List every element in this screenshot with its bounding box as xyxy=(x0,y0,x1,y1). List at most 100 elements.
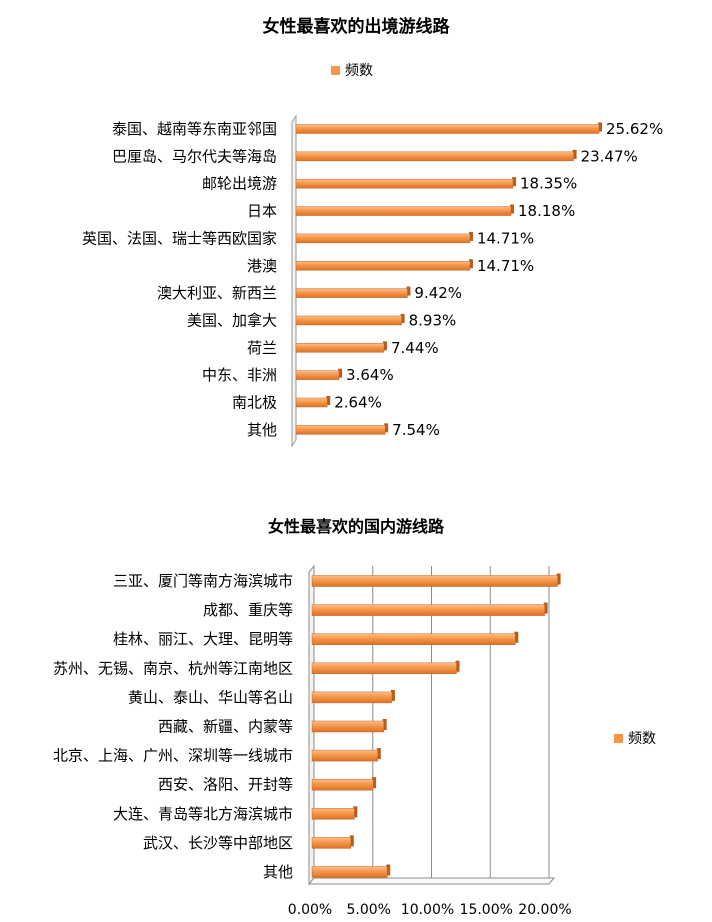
bar-cap xyxy=(338,368,343,378)
chart1-bar xyxy=(295,177,517,189)
chart2-category-label: 其他 xyxy=(263,863,293,881)
bar xyxy=(295,178,514,189)
bar xyxy=(311,575,558,587)
bar xyxy=(295,288,408,298)
bar xyxy=(295,425,386,435)
bar xyxy=(295,206,512,216)
legend-swatch xyxy=(614,733,623,743)
bar xyxy=(295,233,471,244)
bar-cap xyxy=(468,231,473,241)
chart2-bar xyxy=(311,748,381,762)
chart2-bar xyxy=(311,806,358,820)
bar-cap xyxy=(514,631,519,643)
chart1-bar xyxy=(295,368,343,380)
chart1-value-label: 25.62% xyxy=(606,120,663,138)
bar xyxy=(295,261,471,271)
bar xyxy=(311,749,379,762)
chart2-category-label: 北京、上海、广州、深圳等一线城市 xyxy=(53,747,293,765)
bar xyxy=(311,691,393,704)
chart2-category-label: 黄山、泰山、华山等名山 xyxy=(128,688,293,706)
chart1-value-label: 18.18% xyxy=(518,202,575,220)
bar xyxy=(311,720,384,733)
chart1-category-label: 其他 xyxy=(247,421,277,439)
chart1-value-label: 3.64% xyxy=(346,366,394,384)
chart2-category-label: 西藏、新疆、内蒙等 xyxy=(158,718,293,736)
chart1-category-label: 泰国、越南等东南亚邻国 xyxy=(112,120,277,138)
chart2-bar xyxy=(311,660,460,675)
bar-cap xyxy=(376,748,381,760)
bar-cap xyxy=(510,204,515,214)
bar-cap xyxy=(390,689,395,701)
bar-cap xyxy=(386,864,391,876)
bar xyxy=(295,124,600,134)
chart1-legend-label: 频数 xyxy=(345,63,373,79)
bar xyxy=(295,343,385,353)
chart2-tick-label: 10.00% xyxy=(401,902,454,918)
bar-cap xyxy=(468,259,473,269)
chart1-bar xyxy=(295,149,577,162)
bar-cap xyxy=(382,341,387,351)
chart1-bar xyxy=(295,122,602,134)
chart2-category-label: 武汉、长沙等中部地区 xyxy=(143,834,293,852)
chart1-bar xyxy=(295,423,389,435)
chart1-value-label: 14.71% xyxy=(477,229,534,247)
chart1-bar xyxy=(295,231,473,244)
chart1-bar xyxy=(295,341,387,353)
bar-cap xyxy=(556,573,561,585)
bar-cap xyxy=(543,602,548,614)
chart2-tick-label: 0.00% xyxy=(288,902,332,918)
chart2-category-label: 大连、青岛等北方海滨城市 xyxy=(113,805,293,823)
bar-cap xyxy=(326,396,331,405)
chart1-bar xyxy=(295,396,331,408)
chart1-category-label: 中东、非洲 xyxy=(202,366,277,384)
chart1-value-label: 14.71% xyxy=(477,257,534,275)
bar xyxy=(311,808,355,820)
bar-cap xyxy=(353,806,358,818)
chart2-bar xyxy=(311,689,395,704)
bar xyxy=(295,397,328,408)
bar-cap xyxy=(382,719,387,730)
chart1-bar xyxy=(295,286,411,298)
bar-cap xyxy=(572,149,577,159)
bar xyxy=(311,778,374,791)
chart1-value-label: 7.54% xyxy=(392,421,440,439)
chart1-bar xyxy=(295,204,515,216)
bar xyxy=(311,604,545,616)
chart2-bar xyxy=(311,573,561,587)
chart2-category-label: 成都、重庆等 xyxy=(203,601,293,619)
bar-cap xyxy=(400,313,405,323)
bar xyxy=(311,662,457,675)
bar xyxy=(311,866,388,878)
chart2-title: 女性最喜欢的国内游线路 xyxy=(267,517,444,536)
chart1-legend: 频数 xyxy=(331,60,373,80)
chart2-legend: 频数 xyxy=(614,728,656,748)
chart1-value-label: 8.93% xyxy=(409,311,457,329)
bar xyxy=(295,151,574,162)
chart1-value-label: 23.47% xyxy=(581,147,638,165)
chart1-category-label: 澳大利亚、新西兰 xyxy=(157,284,277,302)
chart2-bar xyxy=(311,719,387,733)
chart1-value-label: 7.44% xyxy=(391,339,439,357)
bar-cap xyxy=(372,777,377,789)
chart1-category-label: 英国、法国、瑞士等西欧国家 xyxy=(82,229,277,247)
bar-cap xyxy=(406,286,411,296)
bar-cap xyxy=(598,122,602,132)
chart2-category-label: 三亚、厦门等南方海滨城市 xyxy=(113,572,293,590)
chart2-category-label: 桂林、丽江、大理、昆明等 xyxy=(113,630,293,648)
chart2-tick-label: 5.00% xyxy=(347,902,391,918)
chart1-value-label: 9.42% xyxy=(414,284,462,302)
chart2-bar xyxy=(311,835,354,849)
chart1-category-label: 荷兰 xyxy=(247,339,277,357)
bar xyxy=(295,370,340,380)
legend-swatch xyxy=(331,65,340,75)
bar-cap xyxy=(512,177,517,187)
chart2-tick-label: 15.00% xyxy=(460,902,513,918)
chart2-bar xyxy=(311,777,377,791)
chart1-bar xyxy=(295,313,405,326)
chart2-tick-label: 20.00% xyxy=(518,902,571,918)
chart2-bar xyxy=(311,631,519,645)
bar-cap xyxy=(349,835,354,847)
chart1-value-label: 2.64% xyxy=(334,394,382,412)
chart2-bar xyxy=(311,864,391,878)
